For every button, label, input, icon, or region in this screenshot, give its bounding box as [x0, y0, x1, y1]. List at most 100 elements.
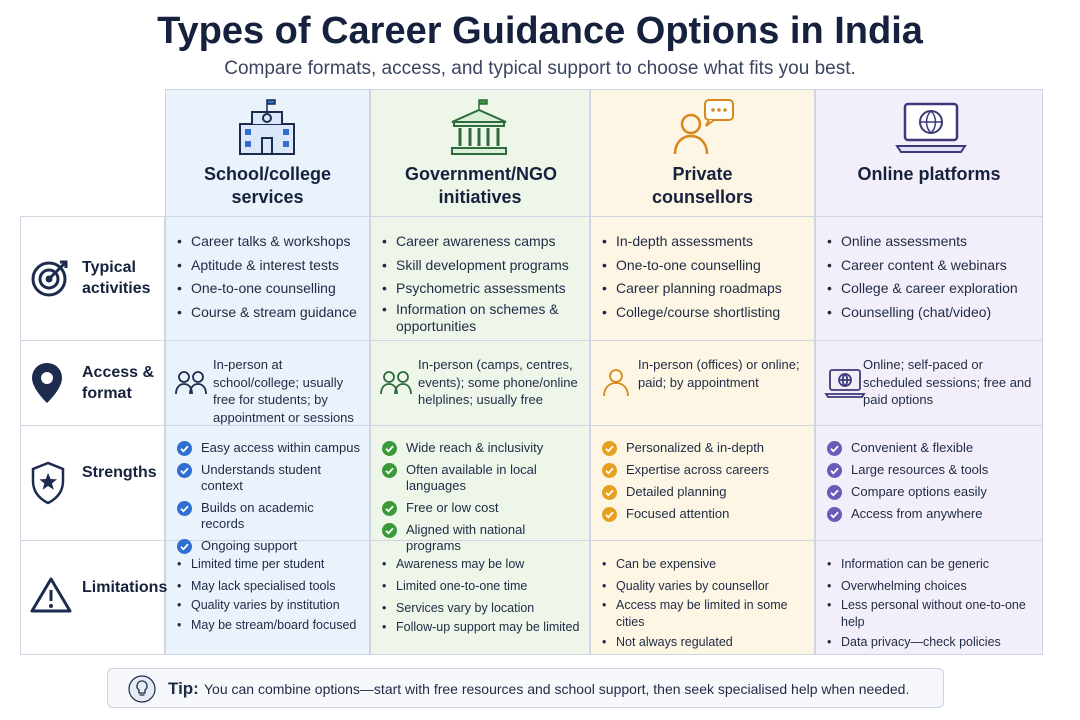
list-item: Career talks & workshops — [177, 230, 360, 254]
access-text: Online; self-paced or scheduled sessions… — [863, 357, 1032, 407]
item-text: College/course shortlisting — [616, 303, 781, 320]
item-text: Information on schemes & opportunities — [396, 300, 559, 334]
row-line — [20, 425, 1043, 426]
list-item: Less personal without one-to-one help — [827, 597, 1033, 631]
title: Types of Career Guidance Options in Indi… — [157, 10, 923, 52]
item-text: In-depth assessments — [616, 233, 753, 249]
row-line — [20, 340, 1043, 341]
list-item: Free or low cost — [382, 500, 580, 516]
item-text: Can be expensive — [616, 557, 717, 571]
row-line — [20, 540, 1043, 541]
access-icon — [599, 367, 633, 402]
list-item: Compare options easily — [827, 484, 1033, 500]
tip-label: Tip: — [168, 679, 199, 698]
list-item: Quality varies by counsellor — [602, 575, 805, 597]
list-item: Career planning roadmaps — [602, 277, 805, 301]
list-item: Follow-up support may be limited — [382, 619, 580, 636]
item-text: Aligned with national programs — [406, 522, 526, 553]
bullet-list: Convenient & flexible Large resources & t… — [827, 440, 1033, 528]
item-text: Psychometric assessments — [396, 280, 566, 296]
list-item: Overwhelming choices — [827, 575, 1033, 597]
access-icon-svg — [824, 368, 866, 398]
bullet-list: Easy access within campus Understands stu… — [177, 440, 360, 560]
item-text: College & career exploration — [841, 280, 1018, 296]
list-item: Personalized & in-depth — [602, 440, 805, 456]
check-icon — [382, 441, 397, 456]
subtitle: Compare formats, access, and typical sup… — [224, 58, 856, 79]
check-icon — [827, 507, 842, 522]
item-text: Often available in local languages — [406, 462, 537, 493]
item-text: Compare options easily — [851, 484, 987, 499]
row-label: Access & format — [82, 363, 155, 402]
item-text: Understands student context — [201, 462, 321, 493]
column-title: Government/NGO initiatives — [405, 164, 558, 207]
access-icon-svg — [603, 368, 629, 396]
tip-box: Tip: You can combine options—start with … — [107, 668, 944, 708]
row-icon — [30, 256, 72, 303]
row-icon — [30, 576, 72, 619]
item-text: Detailed planning — [626, 484, 727, 499]
list-item: Ongoing support — [177, 538, 360, 554]
bullet-list: In-depth assessments One-to-one counselli… — [602, 230, 805, 324]
item-text: Convenient & flexible — [851, 440, 974, 455]
access-icon — [824, 367, 866, 404]
row-icon-svg — [31, 260, 68, 297]
item-text: Easy access within campus — [201, 440, 360, 455]
row-label: Typical activities — [82, 259, 151, 297]
check-icon — [602, 441, 617, 456]
list-item: Career awareness camps — [382, 230, 580, 254]
check-icon — [602, 507, 617, 522]
list-item: College/course shortlisting — [602, 301, 805, 325]
bullet-list: Awareness may be low Limited one-to-one t… — [382, 553, 580, 636]
item-text: Limited time per student — [191, 557, 325, 571]
item-text: Career awareness camps — [396, 233, 556, 249]
list-item: Wide reach & inclusivity — [382, 440, 580, 456]
item-text: Large resources & tools — [851, 462, 989, 477]
list-item: In-depth assessments — [602, 230, 805, 254]
check-icon — [602, 463, 617, 478]
check-icon — [382, 523, 397, 538]
access-icon — [174, 367, 208, 402]
item-text: Free or low cost — [406, 500, 499, 515]
list-item: Data privacy—check policies — [827, 631, 1033, 653]
list-item: Services vary by location — [382, 597, 580, 619]
list-item: Aptitude & interest tests — [177, 254, 360, 278]
item-text: Expertise across careers — [626, 462, 770, 477]
column-icon-svg — [895, 102, 967, 153]
item-text: Less personal without one-to-one help — [841, 598, 1026, 629]
list-item: Detailed planning — [602, 484, 805, 500]
list-item: Not always regulated — [602, 631, 805, 653]
list-item: May be stream/board focused — [177, 614, 360, 636]
column-icon-svg — [238, 99, 295, 155]
column-icon — [232, 98, 302, 163]
row-icon — [30, 461, 66, 510]
row-icon-svg — [30, 577, 72, 612]
list-item: Convenient & flexible — [827, 440, 1033, 456]
item-text: Services vary by location — [396, 601, 535, 615]
access-text: In-person (offices) or online; paid; by … — [638, 357, 800, 390]
access-text: In-person (camps, centres, events); some… — [418, 357, 578, 407]
list-item: Awareness may be low — [382, 553, 580, 575]
check-icon — [382, 501, 397, 516]
list-item: Access from anywhere — [827, 506, 1033, 522]
item-text: Online assessments — [841, 233, 968, 249]
item-text: Quality varies by counsellor — [616, 579, 769, 593]
item-text: Focused attention — [626, 506, 730, 521]
item-text: Personalized & in-depth — [626, 440, 765, 455]
bullet-list: Information can be generic Overwhelming c… — [827, 553, 1033, 653]
row-label: Strengths — [82, 463, 157, 481]
item-text: May be stream/board focused — [191, 618, 357, 632]
item-text: Career planning roadmaps — [616, 280, 782, 296]
label-column — [20, 216, 165, 655]
list-item: Course & stream guidance — [177, 301, 360, 325]
item-text: Counselling (chat/video) — [841, 303, 992, 320]
bullet-list: Personalized & in-depth Expertise across … — [602, 440, 805, 528]
item-text: Information can be generic — [841, 557, 990, 571]
item-text: Skill development programs — [396, 256, 569, 273]
list-item: Expertise across careers — [602, 462, 805, 478]
row-label: Limitations — [82, 578, 168, 596]
check-icon — [177, 463, 192, 478]
list-item: Skill development programs — [382, 254, 580, 278]
list-item: One-to-one counselling — [177, 277, 360, 301]
list-item: Limited time per student — [177, 553, 360, 575]
